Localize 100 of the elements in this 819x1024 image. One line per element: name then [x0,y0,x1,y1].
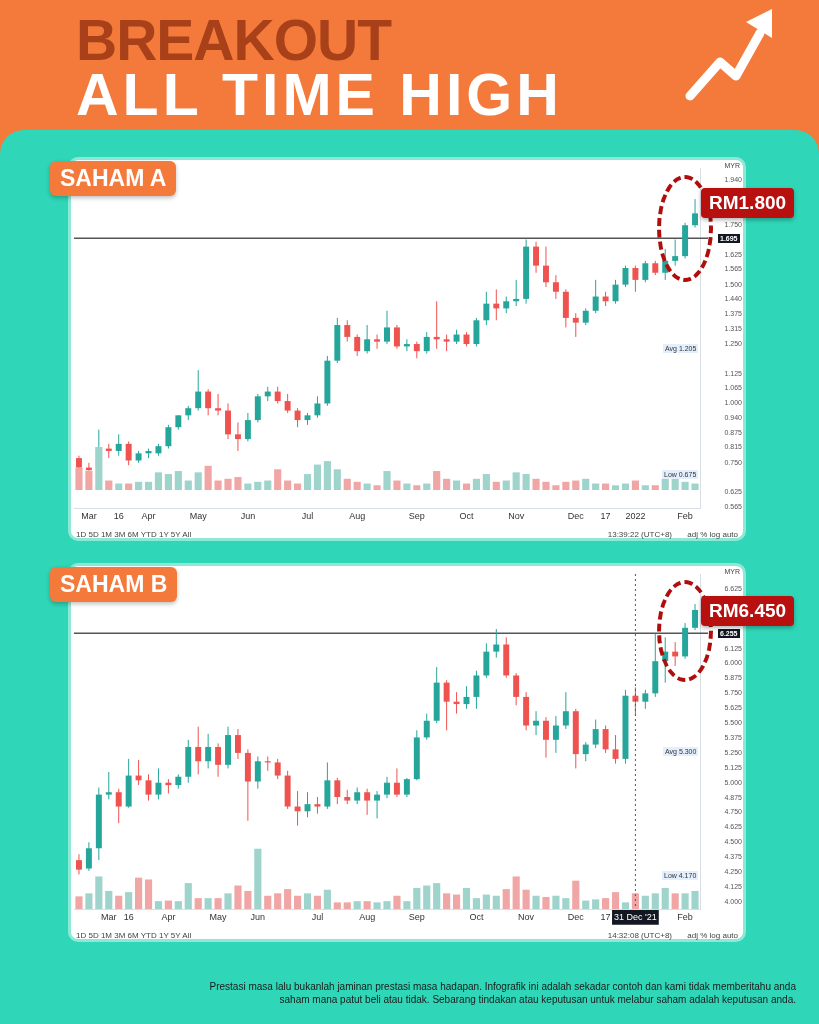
x-tick-label: 31 Dec '21 [614,911,657,922]
bar [482,474,490,490]
candlestick [692,198,699,229]
bar [671,893,679,909]
bar [621,902,630,909]
candlestick [622,265,629,288]
candlestick [443,679,450,731]
x-tick-label: Dec [567,911,585,922]
candlestick [632,265,639,293]
candlestick [393,767,400,798]
candlestick [543,246,549,288]
bar [403,901,411,909]
text: 14:32:08 (UTC+8) [607,931,672,941]
candlestick [165,424,172,450]
bar [433,471,441,490]
bar [472,898,481,909]
bar [204,898,212,909]
bar [105,890,113,909]
candlestick [562,691,569,730]
candlestick [533,710,540,736]
bar [353,901,361,909]
bar [115,483,123,490]
candlestick [612,279,619,305]
candlestick [125,440,132,466]
bar [433,883,441,909]
bar [184,883,192,909]
x-tick-label: Aug [349,510,366,521]
bar [224,893,232,909]
x-tick-label: Apr [141,510,156,521]
bar [393,480,401,490]
candlestick [483,642,490,679]
bar [313,464,322,490]
candlestick [344,319,351,343]
x-tick-label: Mar [81,510,97,521]
candlestick [215,393,222,416]
x-tick-label: 17 [600,510,611,521]
bar [532,895,540,909]
bar [363,901,371,909]
bar [562,481,570,490]
candlestick [274,758,281,780]
bar [234,477,242,490]
bar [602,483,610,490]
bar [174,471,182,490]
bar [274,893,282,909]
candlestick [592,279,599,314]
bar [194,898,202,909]
bar [95,876,103,909]
candlestick [195,369,202,412]
chart-title: SAHAM B [50,567,178,602]
x-tick-label: Mar [101,911,117,922]
candlestick [364,788,371,816]
x-tick-label: Jul [311,911,324,922]
text: 13:39:22 (UTC+8) [607,530,672,540]
x-tick-label: Sep [408,911,425,922]
candlestick [552,274,559,300]
x-tick-label: Feb [677,911,693,922]
bar [691,483,699,490]
candlestick [205,388,212,416]
bar [373,902,381,909]
candlestick [115,433,122,457]
bar [204,465,212,490]
bar [214,898,222,909]
x-tick-label: Aug [359,911,376,922]
bar [512,876,520,909]
candlestick [582,741,589,762]
candlestick [513,672,520,706]
bar [383,901,391,909]
candlestick [552,715,559,754]
text: adj % log auto [687,931,738,941]
bar [452,480,461,490]
bar [492,895,500,909]
bar [194,472,202,490]
candlestick [364,324,371,355]
candlestick [543,716,549,759]
bar [274,469,282,490]
x-tick-label: 16 [123,911,134,922]
x-tick-label: Jun [250,911,266,922]
bar [373,485,381,490]
bar [443,893,451,909]
bar [681,893,689,909]
bar [303,474,312,490]
bar [323,461,331,490]
x-tick-label: May [189,510,208,521]
bar [492,481,500,490]
bar [135,481,143,490]
candlestick [234,728,241,760]
bar [502,480,510,490]
bar [502,889,510,909]
bar [234,885,242,909]
bar [661,478,669,490]
bar [592,899,600,909]
bar [522,474,530,490]
bar [631,893,639,909]
bar [214,480,222,490]
bar [661,887,669,909]
x-tick-label: Sep [408,510,425,521]
candlestick [374,334,381,350]
bar [621,483,630,490]
bar [631,480,639,490]
candlestick [384,310,390,345]
